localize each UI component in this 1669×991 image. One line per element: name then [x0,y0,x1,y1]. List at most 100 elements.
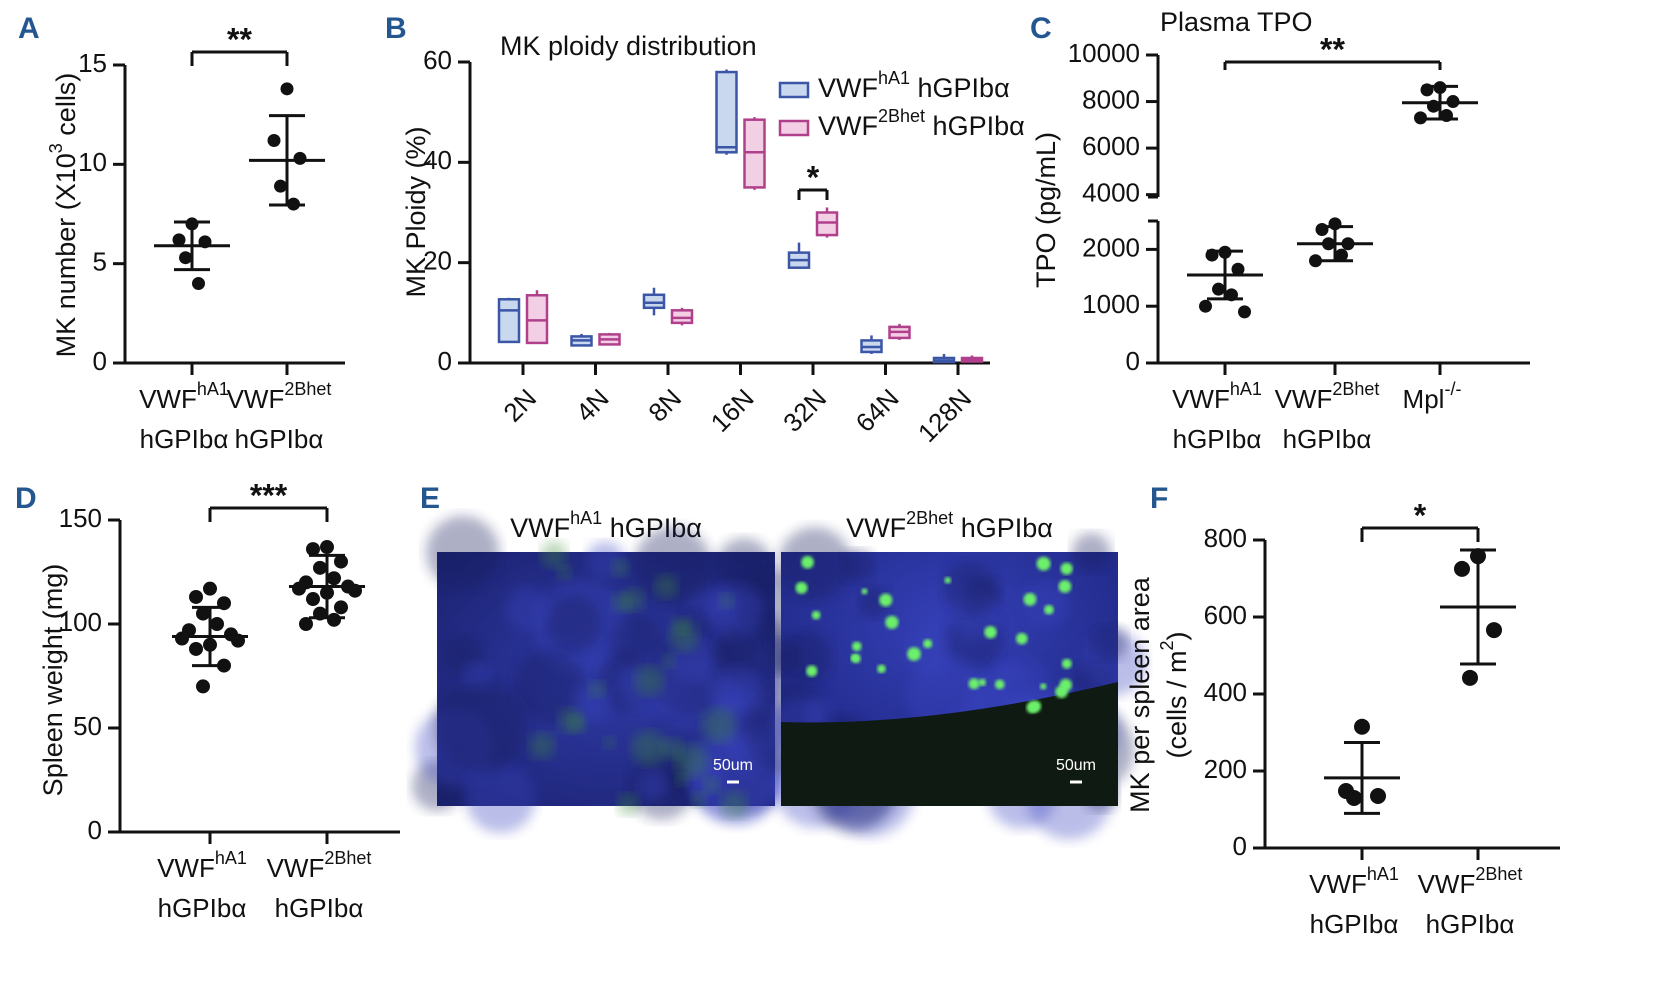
text-part: hGPIbα [275,893,364,923]
text-part: VWF [267,853,325,883]
y-tick-label: 5 [93,247,107,277]
text-part: cells) [51,73,81,144]
text-part: VWF [818,73,878,103]
megakaryocyte [944,577,952,584]
x-tick-label: VWFhA1 [1309,864,1399,899]
green-haze [703,776,720,794]
text-part: MK Ploidy (%) [401,126,431,297]
y-tick-label: 0 [93,346,107,376]
chart-title: MK ploidy distribution [500,31,757,61]
green-haze [672,617,691,635]
data-point [327,612,341,627]
megakaryocyte [968,678,980,690]
green-haze [603,736,616,750]
superscript: hA1 [1367,864,1399,884]
data-point [189,589,203,604]
data-point [1346,789,1362,806]
y-tick-label: 10000 [1068,38,1140,68]
data-point [172,233,186,247]
superscript: 2Bhet [284,379,331,399]
y-axis-title-text: MK Ploidy (%) [401,126,431,297]
x-tick-label: 64N [850,383,905,438]
x-tick-label: 8N [642,383,687,428]
text-part: hGPIbα [925,111,1025,141]
y-tick-label: 100 [59,607,102,637]
megakaryocyte [923,639,933,649]
legend-label: VWFhA1 hGPIbα [818,68,1010,103]
data-point [175,631,189,646]
y-tick-label: 0 [88,815,102,845]
text-part: VWF [1418,869,1476,899]
tissue-texture [636,770,669,802]
y-tick-label: 20 [423,246,452,276]
text-part: VWF [818,111,878,141]
megakaryocyte [861,588,868,595]
tissue-texture [434,680,528,773]
data-point [1335,248,1348,262]
green-haze [611,558,630,577]
panel-letter: B [385,12,407,45]
green-haze [690,791,707,808]
data-point [1354,718,1370,735]
text-part: hGPIbα [158,893,247,923]
megakaryocyte [1044,604,1054,615]
data-point [1370,788,1386,805]
data-point [313,560,327,575]
superscript: 2Bhet [878,106,925,126]
megakaryocyte [795,581,808,594]
box [525,294,549,345]
green-haze [622,588,645,611]
tissue-texture [1022,581,1070,628]
y-tick-label: 0 [1233,831,1247,861]
text-part: Spleen weight (mg) [38,564,68,797]
y-tick-label: 6000 [1082,131,1140,161]
y-tick-label: 10 [78,147,107,177]
data-point [1238,305,1251,319]
error-bar [269,114,305,207]
green-haze [701,707,737,743]
tissue-texture [1091,625,1128,661]
text-part: hGPIbα [1310,909,1399,939]
text-part: MK number (X10 [51,153,81,357]
data-point [1231,262,1245,276]
y-tick-label: 400 [1204,677,1247,707]
x-tick-label: VWF2Bhet [1418,864,1523,899]
data-point [189,641,203,656]
data-point [1199,299,1212,313]
data-point [299,617,313,631]
green-haze [720,790,748,819]
x-tick-label: hGPIbα [235,424,324,454]
megakaryocyte [1061,658,1072,669]
text-part: VWF [1172,384,1230,414]
box [670,309,694,325]
text-part: hGPIbα [1173,424,1262,454]
significance-label: * [1414,497,1427,533]
data-point [1309,254,1322,268]
data-point [334,554,348,569]
megakaryocyte [994,679,1005,690]
micrograph [411,515,811,833]
panel-letter: D [15,482,37,515]
micrograph [741,527,1147,840]
green-haze [588,681,606,699]
green-haze [528,732,556,759]
scale-bar-label: 50um [1056,757,1096,774]
panel-letter: F [1150,482,1168,515]
tissue-texture [546,596,602,652]
megakaryocyte [801,555,814,569]
data-point [1454,560,1470,577]
megakaryocyte [1055,685,1068,699]
error-bar [309,553,345,620]
legend-label: VWF2Bhet hGPIbα [818,106,1025,141]
data-point [1212,282,1225,296]
x-tick-label: hGPIbα [1310,909,1399,939]
text-part: hGPIbα [235,424,324,454]
x-tick-label: VWF2Bhet [1275,379,1380,414]
x-tick-label: 32N [777,383,832,438]
y-tick-label: 600 [1204,600,1247,630]
tissue-texture [504,586,550,631]
y-axis-title: MK number (X103 cells) [46,73,81,358]
error-bar [192,605,228,668]
panel-letter: A [18,12,40,45]
text-part: (cells / m [1162,651,1192,759]
